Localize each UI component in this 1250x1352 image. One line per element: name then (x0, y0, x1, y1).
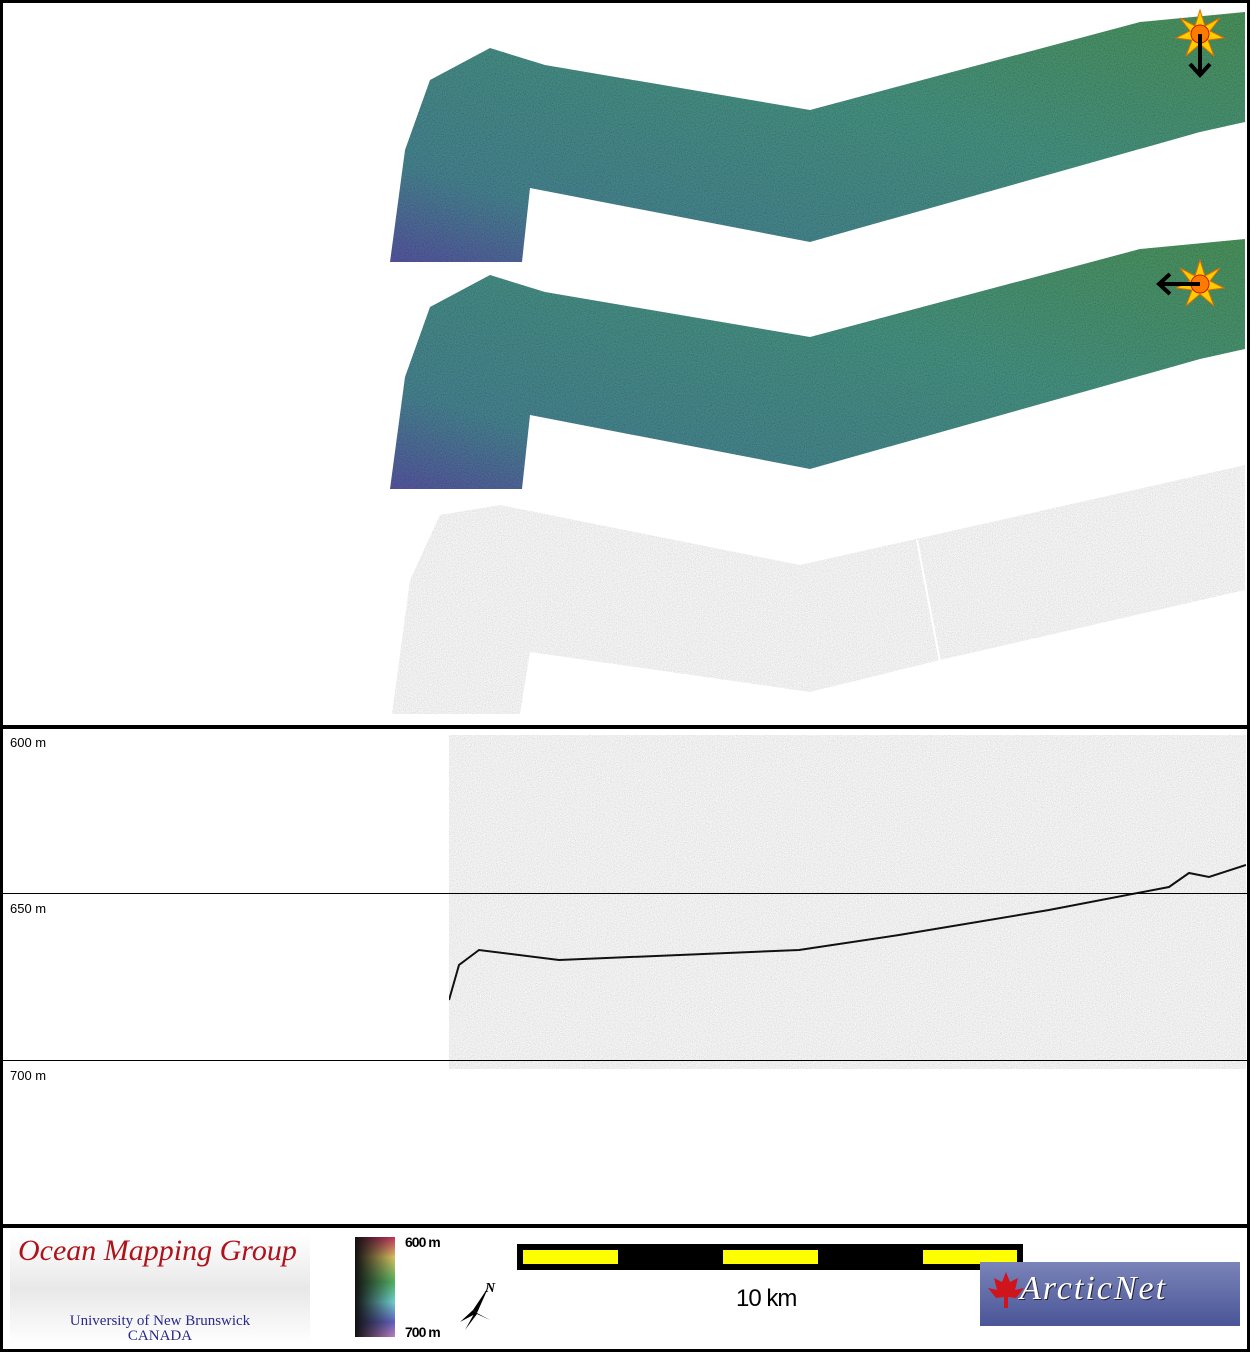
scale-label: 10 km (736, 1285, 797, 1312)
depth-label-700: 700 m (10, 1068, 47, 1083)
maple-leaf-icon (988, 1272, 1024, 1308)
scale-segment (923, 1250, 1017, 1264)
backscatter-swath (392, 465, 1245, 714)
seafloor (449, 865, 1246, 1069)
logo-university: University of New Brunswick (69, 1313, 251, 1329)
arrow-left-icon (1156, 272, 1200, 296)
depth-label-600: 600 m (10, 735, 47, 750)
north-arrow-icon: N (460, 1281, 496, 1330)
ocean-mapping-group-logo: Ocean Mapping Group University of New Br… (10, 1234, 310, 1344)
bathymetry-swath-sun-south (390, 12, 1245, 262)
depth-colorbar (355, 1237, 395, 1337)
colorbar-bottom-label: 700 m (405, 1324, 441, 1340)
colorbar-top-label: 600 m (405, 1234, 441, 1250)
water-column-profile (449, 735, 1246, 1069)
arcticnet-logo: ArcticNet (980, 1262, 1240, 1326)
map-panels (390, 8, 1245, 714)
depth-line-650 (3, 893, 1247, 894)
divider (0, 725, 1250, 729)
north-label: N (484, 1281, 496, 1296)
logo-title: Ocean Mapping Group (18, 1234, 297, 1267)
bathymetry-swath-sun-west (390, 239, 1245, 489)
arcticnet-text: ArcticNet (1020, 1270, 1168, 1307)
scale-segment (723, 1250, 818, 1264)
scale-segment (523, 1250, 618, 1264)
scale-bar (517, 1244, 1023, 1270)
logo-country: CANADA (127, 1328, 193, 1344)
arrow-down-icon (1188, 34, 1212, 78)
depth-label-650: 650 m (10, 901, 47, 916)
depth-line-700 (3, 1060, 1247, 1061)
divider (0, 1224, 1250, 1228)
